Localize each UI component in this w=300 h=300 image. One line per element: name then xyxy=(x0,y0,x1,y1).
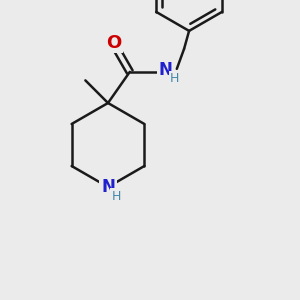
Text: N: N xyxy=(101,178,115,196)
Text: H: H xyxy=(170,72,179,86)
Text: N: N xyxy=(159,61,173,79)
Text: O: O xyxy=(106,34,122,52)
Text: H: H xyxy=(111,190,121,202)
